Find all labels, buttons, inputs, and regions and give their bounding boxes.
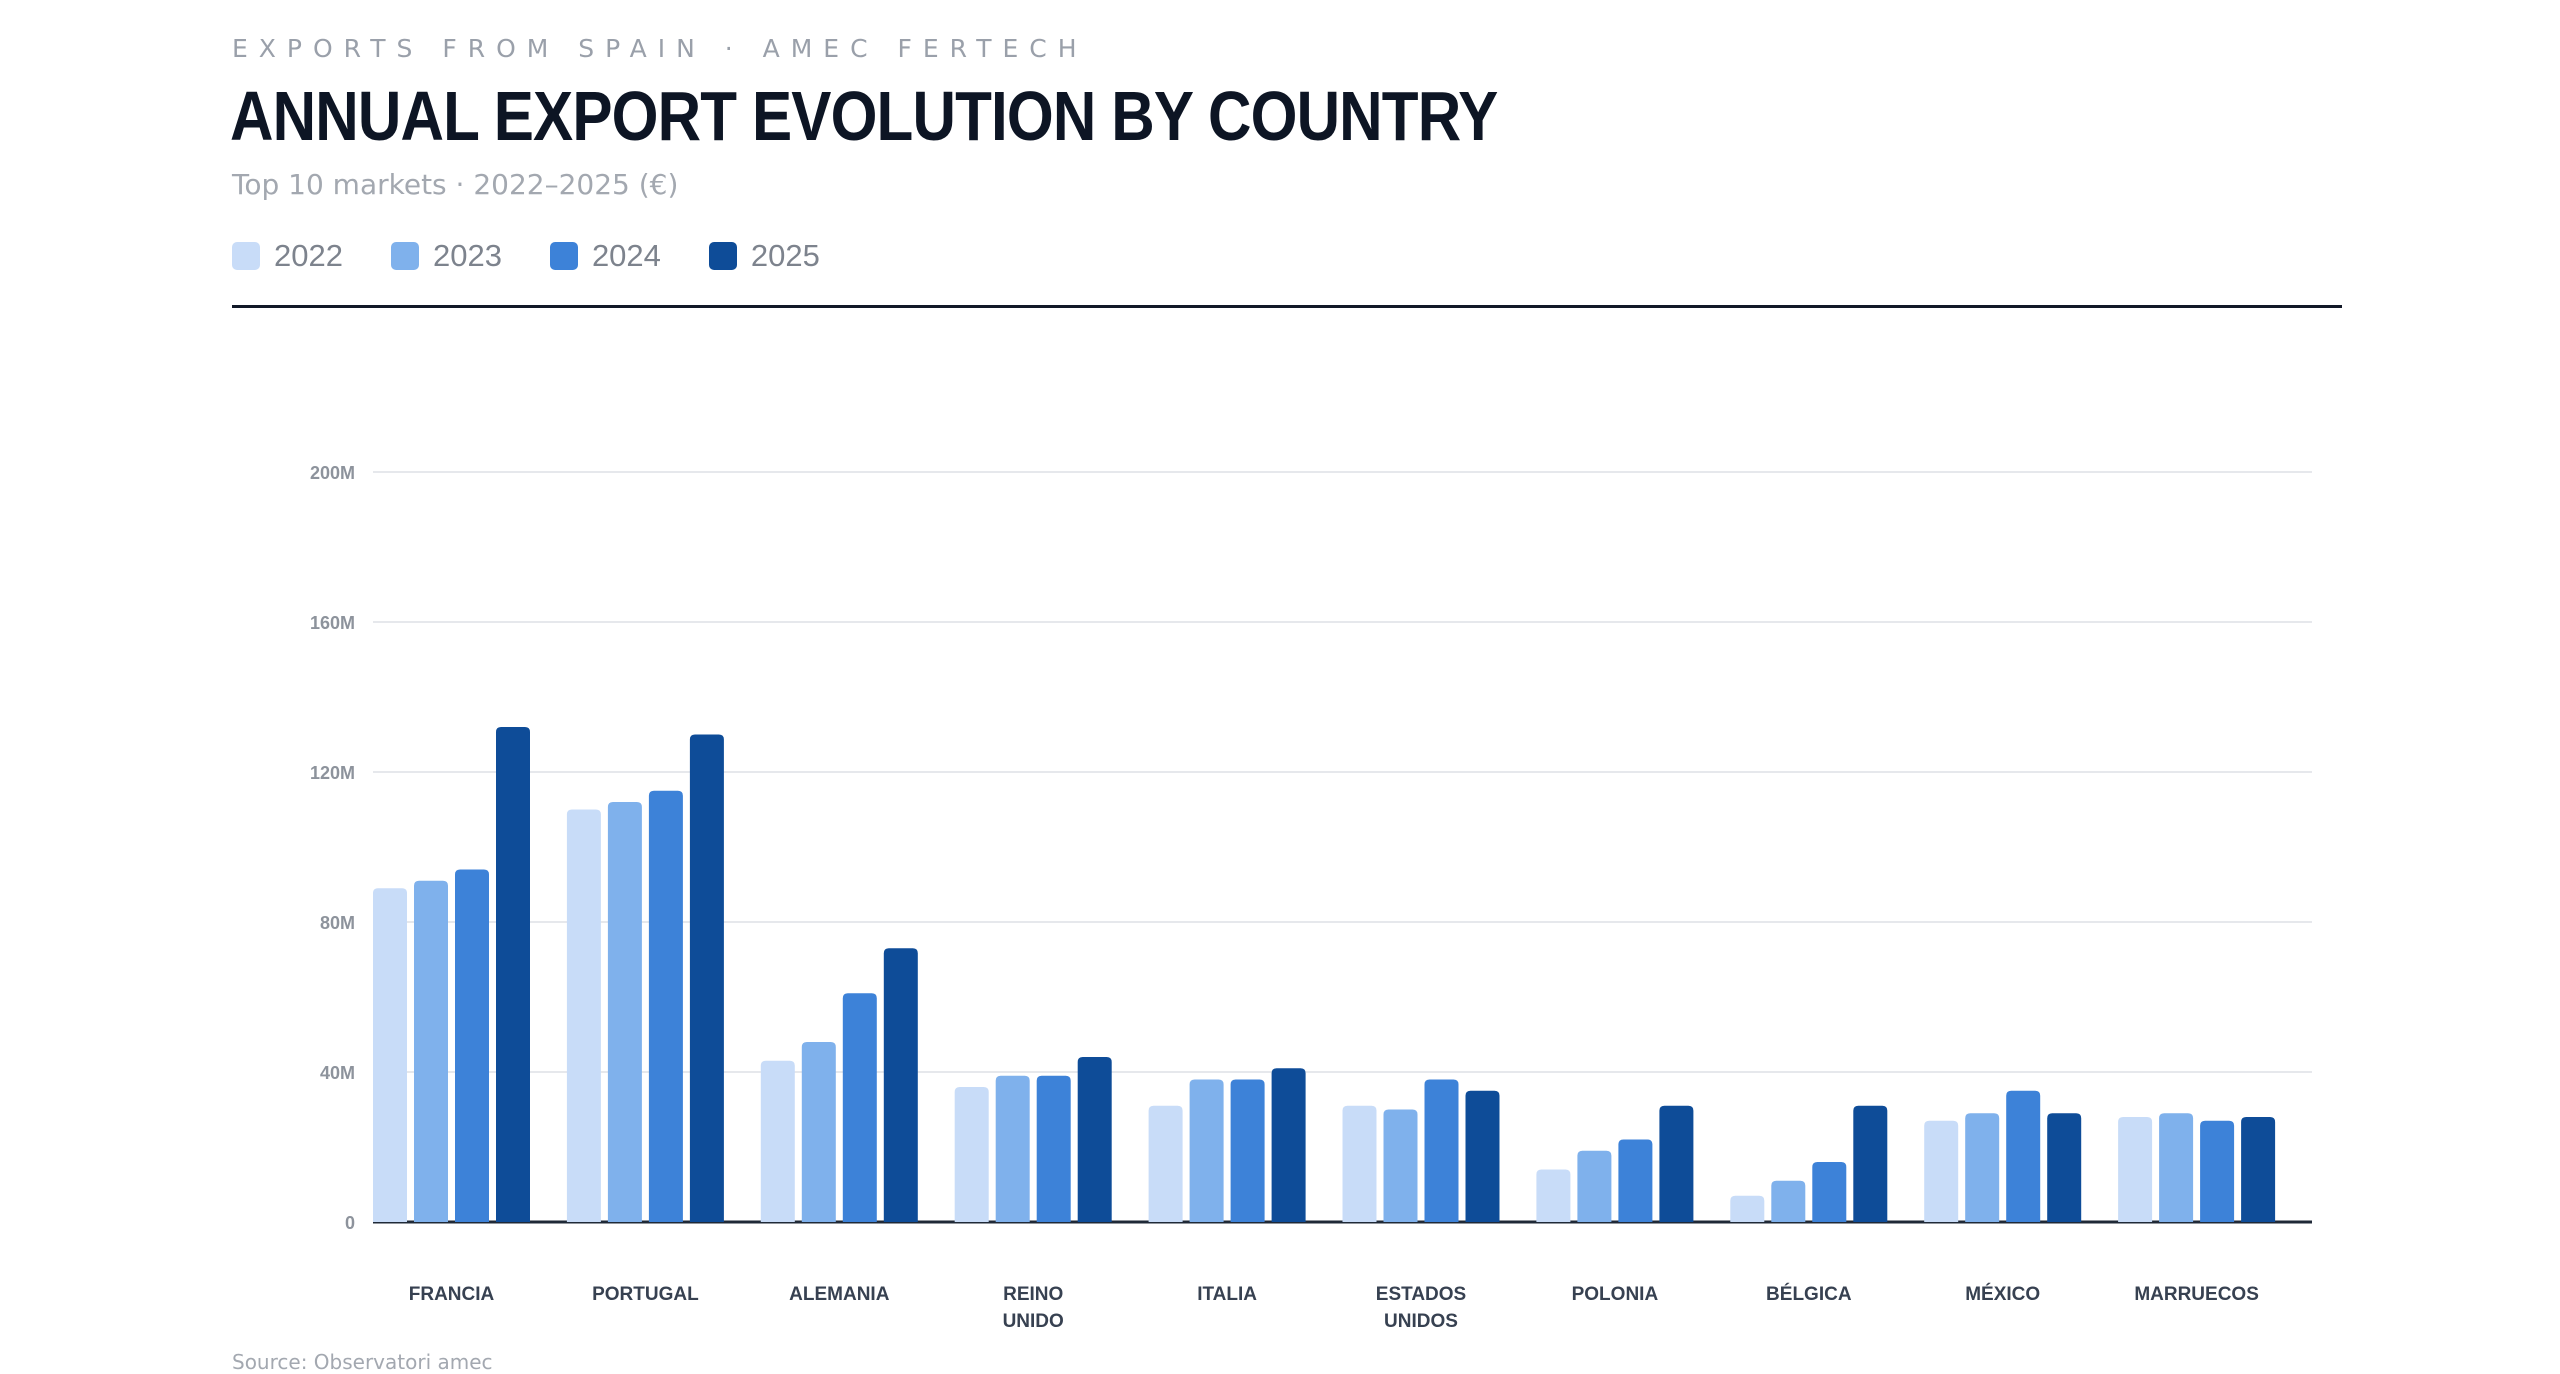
bar-2022 bbox=[1730, 1195, 1765, 1222]
x-axis-ticks: FRANCIA PORTUGAL ALEMANIA REINO UNIDO ITALIA E… bbox=[409, 1283, 2259, 1332]
bar-2024 bbox=[1230, 1079, 1265, 1222]
source-note: Source: Observatori amec bbox=[232, 1350, 493, 1374]
y-tick-label: 80M bbox=[320, 913, 355, 933]
header-divider bbox=[232, 305, 2342, 308]
legend-label: 2025 bbox=[750, 238, 820, 273]
chart-legend: 2022 2023 2024 2025 bbox=[232, 238, 868, 274]
bar-2024 bbox=[1812, 1162, 1847, 1222]
legend-swatch bbox=[232, 242, 260, 270]
legend-item-2023: 2023 bbox=[390, 238, 502, 274]
y-axis-ticks: 0 40M 80M 120M 160M 200M bbox=[310, 463, 355, 1233]
legend-item-2025: 2025 bbox=[708, 238, 820, 274]
legend-swatch bbox=[390, 242, 419, 270]
x-tick-label: MÉXICO bbox=[1965, 1283, 2040, 1305]
bar-2023 bbox=[1383, 1109, 1418, 1222]
x-tick-label: ITALIA bbox=[1197, 1284, 1257, 1305]
legend-label: 2024 bbox=[591, 238, 661, 273]
bar-2024 bbox=[2006, 1090, 2041, 1222]
bar-2022 bbox=[1148, 1105, 1183, 1222]
bar-2025 bbox=[1853, 1105, 1888, 1222]
x-tick-label: ALEMANIA bbox=[789, 1284, 890, 1305]
legend-swatch bbox=[549, 242, 578, 270]
chart-subtitle: Top 10 markets · 2022–2025 (€) bbox=[232, 168, 679, 201]
legend-item-2024: 2024 bbox=[549, 238, 661, 274]
x-tick-label: POLONIA bbox=[1572, 1284, 1659, 1305]
bar-2023 bbox=[414, 880, 448, 1222]
legend-item-2022: 2022 bbox=[232, 238, 343, 274]
legend-label: 2022 bbox=[274, 238, 343, 273]
bar-2022 bbox=[1924, 1120, 1959, 1222]
y-tick-label: 0 bbox=[345, 1213, 355, 1233]
bar-2024 bbox=[455, 869, 489, 1222]
bar-2022 bbox=[566, 809, 601, 1222]
bar-2023 bbox=[1577, 1150, 1612, 1222]
bar-2023 bbox=[607, 802, 642, 1222]
bar-2025 bbox=[1465, 1090, 1500, 1222]
bar-2025 bbox=[1271, 1068, 1306, 1222]
bar-2022 bbox=[2118, 1117, 2153, 1222]
x-tick-label: ESTADOS UNIDOS bbox=[1376, 1284, 1466, 1332]
bar-2024 bbox=[2200, 1120, 2235, 1222]
bar-2024 bbox=[1036, 1075, 1071, 1222]
bar-2024 bbox=[1618, 1139, 1653, 1222]
bar-2023 bbox=[801, 1042, 836, 1222]
bar-2024 bbox=[842, 993, 877, 1222]
y-tick-label: 120M bbox=[310, 763, 355, 783]
bar-2025 bbox=[883, 948, 918, 1222]
bar-2025 bbox=[689, 734, 724, 1222]
bar-2022 bbox=[1342, 1105, 1377, 1222]
x-tick-label: MARRUECOS bbox=[2134, 1284, 2259, 1305]
y-tick-label: 200M bbox=[310, 463, 355, 483]
bar-2023 bbox=[2159, 1113, 2194, 1222]
chart-eyebrow: EXPORTS FROM SPAIN · AMEC FERTECH bbox=[232, 34, 1088, 63]
bar-2022 bbox=[373, 888, 407, 1222]
x-tick-label: PORTUGAL bbox=[592, 1284, 699, 1305]
bar-2025 bbox=[2241, 1117, 2276, 1222]
y-tick-label: 160M bbox=[310, 613, 355, 633]
bar-2023 bbox=[995, 1075, 1030, 1222]
bar-2025 bbox=[2047, 1113, 2082, 1222]
y-tick-label: 40M bbox=[320, 1063, 355, 1083]
bar-2024 bbox=[648, 790, 683, 1222]
bar-2024 bbox=[1424, 1079, 1459, 1222]
bar-2022 bbox=[954, 1087, 989, 1222]
bar-2022 bbox=[760, 1060, 795, 1222]
bar-2022 bbox=[1536, 1169, 1571, 1222]
bar-2025 bbox=[1077, 1057, 1112, 1222]
bar-2025 bbox=[496, 727, 530, 1222]
bar-2023 bbox=[1189, 1079, 1224, 1222]
bar-2023 bbox=[1771, 1180, 1806, 1222]
bar-2023 bbox=[1965, 1113, 2000, 1222]
bar-2025 bbox=[1659, 1105, 1694, 1222]
x-tick-label: BÉLGICA bbox=[1766, 1283, 1852, 1305]
bars bbox=[373, 727, 2276, 1222]
legend-swatch bbox=[708, 242, 737, 270]
chart-title: ANNUAL EXPORT EVOLUTION BY COUNTRY bbox=[230, 77, 1498, 155]
legend-label: 2023 bbox=[432, 238, 502, 273]
x-tick-label: REINO UNIDO bbox=[1003, 1284, 1064, 1332]
x-tick-label: FRANCIA bbox=[409, 1284, 495, 1305]
